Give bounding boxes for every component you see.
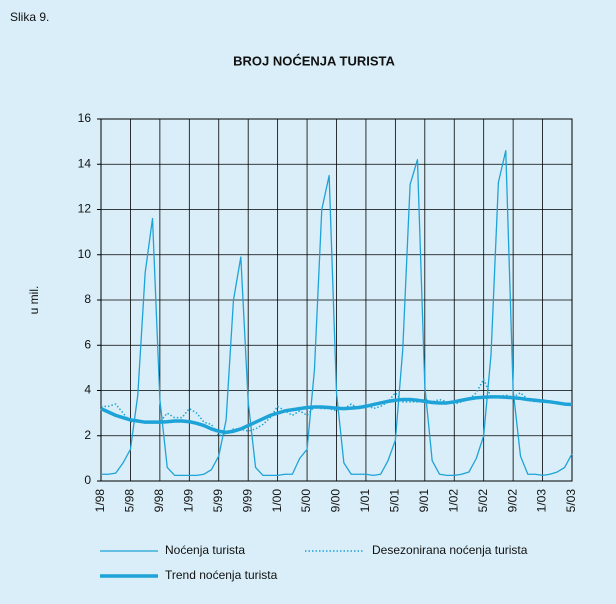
x-tick-label: 9/01 (417, 489, 431, 513)
x-tick-label: 9/99 (240, 489, 254, 513)
y-tick-label: 10 (78, 247, 92, 261)
x-tick-label: 1/98 (93, 489, 107, 513)
x-tick-label: 1/99 (181, 489, 195, 513)
x-tick-label: 5/98 (123, 489, 137, 513)
x-tick-label: 9/00 (329, 489, 343, 513)
y-tick-label: 14 (78, 156, 92, 170)
x-tick-label: 1/01 (358, 489, 372, 513)
y-tick-label: 12 (78, 202, 92, 216)
legend-label: Noćenja turista (165, 543, 245, 557)
series-line (101, 150, 573, 476)
x-tick-label: 5/99 (211, 489, 225, 513)
x-tick-label: 5/03 (564, 489, 578, 513)
x-tick-label: 5/02 (476, 489, 490, 513)
legend-label: Desezonirana noćenja turista (372, 543, 528, 557)
y-tick-label: 2 (84, 428, 91, 442)
y-tick-label: 16 (78, 111, 92, 125)
y-tick-label: 6 (84, 337, 91, 351)
x-tick-label: 5/01 (388, 489, 402, 513)
series-line (100, 395, 573, 435)
legend-label: Trend noćenja turista (165, 568, 278, 582)
x-tick-label: 9/98 (152, 489, 166, 513)
x-tick-label: 9/02 (505, 489, 519, 513)
y-tick-label: 4 (84, 383, 91, 397)
x-tick-label: 1/02 (446, 489, 460, 513)
x-tick-label: 1/00 (270, 489, 284, 513)
y-tick-label: 0 (84, 473, 91, 487)
x-tick-label: 5/00 (299, 489, 313, 513)
y-tick-label: 8 (84, 292, 91, 306)
y-axis-label: u mil. (27, 286, 41, 315)
x-tick-label: 1/03 (535, 489, 549, 513)
chart-title: BROJ NOĆENJA TURISTA (233, 53, 395, 68)
figure-label: Slika 9. (10, 10, 49, 24)
plot-frame (100, 118, 573, 482)
